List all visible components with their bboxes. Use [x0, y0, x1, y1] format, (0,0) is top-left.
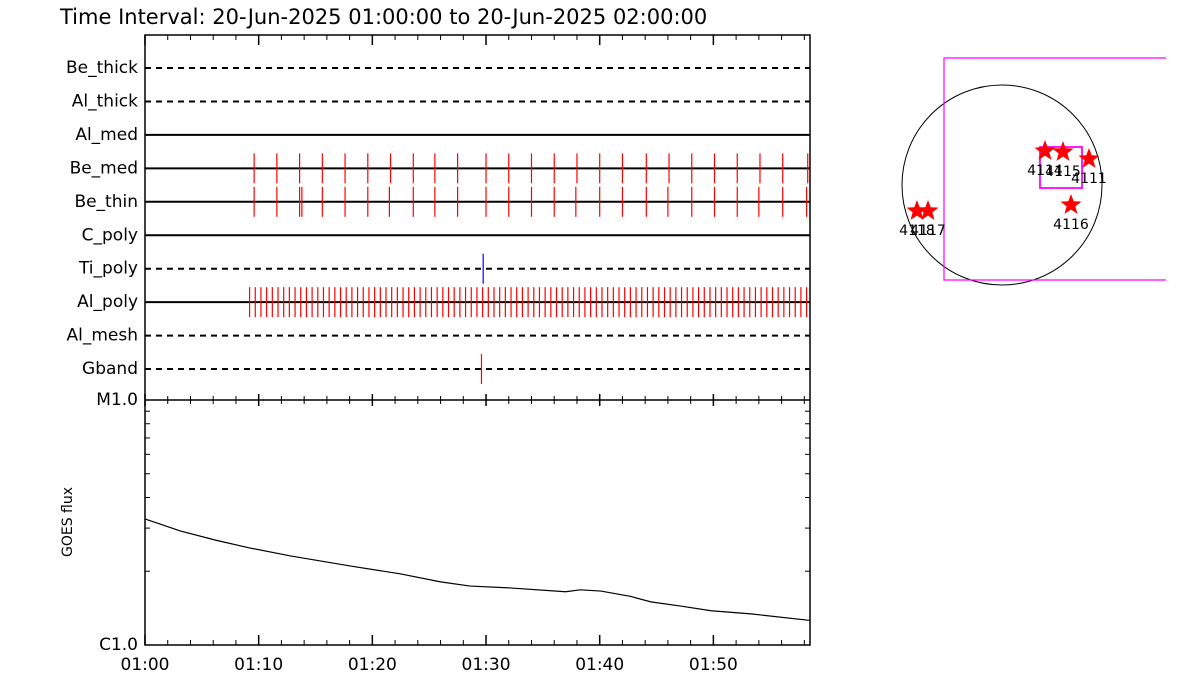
- x-tick-label: 01:50: [689, 655, 738, 675]
- x-tick-label: 01:20: [348, 655, 397, 675]
- region-star: [1052, 141, 1074, 161]
- region-label: 4117: [910, 223, 946, 239]
- region-label: 4116: [1053, 217, 1089, 233]
- row-label: Ti_poly: [78, 259, 138, 279]
- region-star: [917, 200, 939, 220]
- x-tick-label: 01:30: [462, 655, 511, 675]
- region-star: [1060, 194, 1082, 214]
- flux-line: [144, 518, 811, 622]
- row-label: Be_thin: [74, 192, 138, 212]
- x-tick-label: 01:40: [575, 655, 624, 675]
- row-label: Al_mesh: [66, 326, 138, 346]
- row-label: Be_thick: [66, 58, 138, 78]
- row-label: C_poly: [82, 225, 138, 245]
- y-tick-label: M1.0: [96, 390, 138, 410]
- row-label: Al_thick: [72, 91, 138, 111]
- row-label: Be_med: [70, 158, 138, 178]
- region-star: [1034, 140, 1056, 160]
- solar-limb: [901, 84, 1103, 286]
- y-axis-label: GOES flux: [60, 487, 76, 557]
- row-label: Al_med: [75, 125, 138, 145]
- region-label: 4118: [899, 223, 935, 239]
- row-label: Gband: [82, 359, 138, 379]
- region-label: 4115: [1045, 164, 1081, 180]
- plot-frame: [144, 34, 811, 646]
- x-tick-label: 01:00: [121, 655, 170, 675]
- region-label: 4114: [1027, 163, 1063, 179]
- x-tick-label: 01:10: [234, 655, 283, 675]
- row-label: Al_poly: [77, 292, 138, 312]
- region-star: [1078, 148, 1100, 168]
- chart-title: Time Interval: 20-Jun-2025 01:00:00 to 2…: [59, 5, 707, 29]
- y-tick-label: C1.0: [99, 635, 138, 655]
- region-label: 4111: [1071, 171, 1107, 187]
- region-star: [906, 200, 928, 220]
- field-of-view: [943, 57, 1166, 281]
